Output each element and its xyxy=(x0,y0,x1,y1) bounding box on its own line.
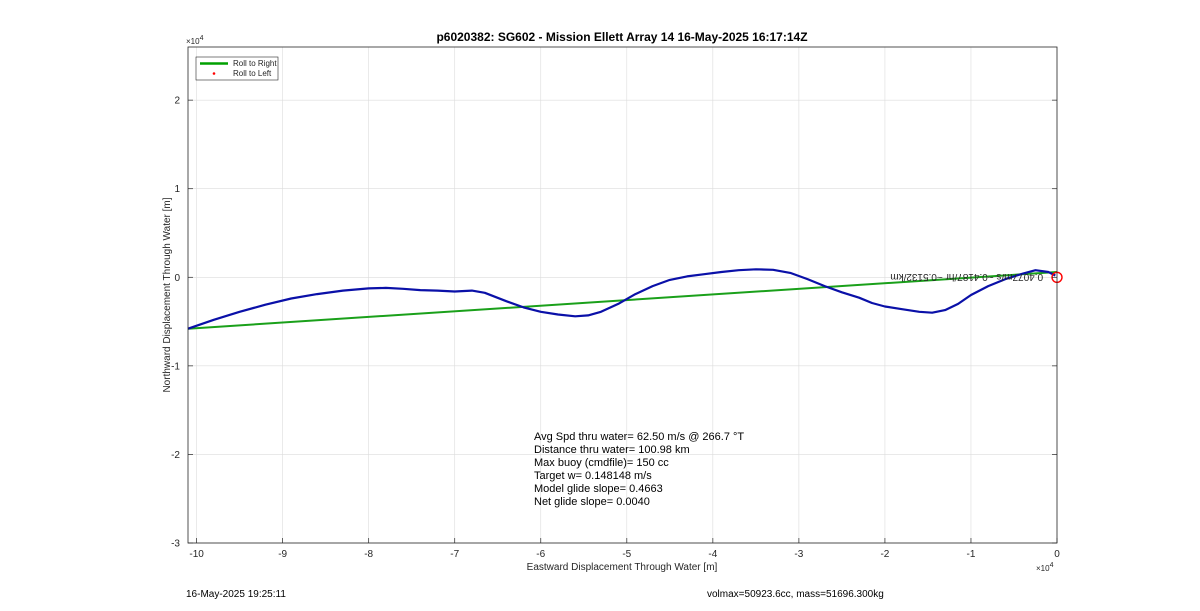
stat-avg-speed: Avg Spd thru water= 62.50 m/s @ 266.7 °T xyxy=(534,431,744,443)
stat-distance: Distance thru water= 100.98 km xyxy=(534,444,690,456)
x-tick-label: -4 xyxy=(708,549,717,560)
stat-target-w: Target w= 0.148148 m/s xyxy=(534,470,652,482)
stat-max-buoy: Max buoy (cmdfile)= 150 cc xyxy=(534,457,669,469)
legend-label-roll-right: Roll to Right xyxy=(233,59,277,68)
legend: Roll to Right Roll to Left xyxy=(195,56,279,81)
footer-timestamp: 16-May-2025 19:25:11 xyxy=(186,589,286,600)
footer-volmass: volmax=50923.6cc, mass=51696.300kg xyxy=(707,589,884,600)
x-tick-label: -5 xyxy=(622,549,631,560)
y-tick-label: -2 xyxy=(171,450,180,461)
stat-model-glide: Model glide slope= 0.4663 xyxy=(534,483,663,495)
x-tick-label: -2 xyxy=(880,549,889,560)
x-tick-label: -3 xyxy=(794,549,803,560)
stat-net-glide: Net glide slope= 0.0040 xyxy=(534,496,650,508)
plot-area xyxy=(188,47,1057,543)
y-tick-label: 0 xyxy=(174,273,180,284)
y-axis-label: Northward Displacement Through Water [m] xyxy=(162,197,173,392)
plot-frame xyxy=(187,46,1058,544)
legend-label-roll-left: Roll to Left xyxy=(233,69,272,78)
y-tick-label: 1 xyxy=(174,184,180,195)
x-tick-label: -9 xyxy=(278,549,287,560)
x-tick-label: -1 xyxy=(967,549,976,560)
y-tick-label: 2 xyxy=(174,96,180,107)
legend-swatch-roll-left xyxy=(212,72,216,75)
chart-title: p6020382: SG602 - Mission Ellett Array 1… xyxy=(436,30,807,44)
x-tick-label: 0 xyxy=(1054,549,1060,560)
x-axis-label: Eastward Displacement Through Water [m] xyxy=(527,562,718,573)
y-tick-label: -1 xyxy=(171,361,180,372)
y-tick-label: -3 xyxy=(171,539,180,550)
x-tick-label: -10 xyxy=(189,549,204,560)
stats-block: Avg Spd thru water= 62.50 m/s @ 266.7 °T… xyxy=(534,431,744,508)
x-tick-label: -7 xyxy=(450,549,459,560)
rate-annotation: 0.4077m/s ~0.4187/hr ~0.5132/km xyxy=(890,271,1043,282)
series-line-1 xyxy=(187,268,1056,330)
x-tick-label: -8 xyxy=(364,549,373,560)
y-axis-exponent: ×104 xyxy=(186,35,204,46)
x-tick-label: -6 xyxy=(536,549,545,560)
x-axis-exponent: ×104 xyxy=(1036,562,1054,573)
